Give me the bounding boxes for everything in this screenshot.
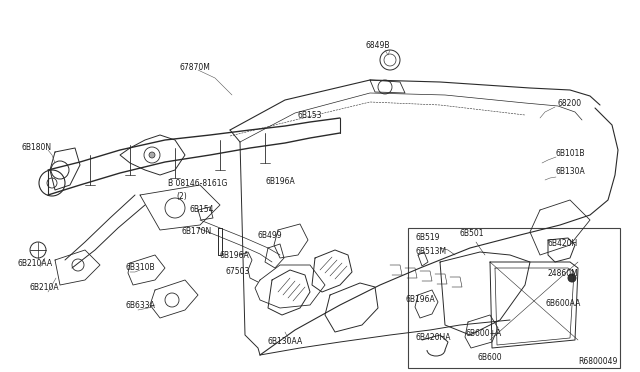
Text: 67870M: 67870M xyxy=(180,62,211,71)
Text: 6B130AA: 6B130AA xyxy=(268,337,303,346)
Text: 67503: 67503 xyxy=(226,267,250,276)
Text: 24860M: 24860M xyxy=(548,269,579,278)
Text: 6B310B: 6B310B xyxy=(126,263,156,273)
Text: 6B154: 6B154 xyxy=(190,205,214,215)
Text: 6B130A: 6B130A xyxy=(556,167,586,176)
Circle shape xyxy=(149,152,155,158)
Text: 6B196A: 6B196A xyxy=(220,251,250,260)
Text: 6B196A: 6B196A xyxy=(405,295,435,305)
Bar xyxy=(408,228,620,368)
Text: 6B101B: 6B101B xyxy=(556,148,586,157)
Text: 6B210AA: 6B210AA xyxy=(18,259,53,267)
Text: 6B501: 6B501 xyxy=(460,230,484,238)
Text: 6B180N: 6B180N xyxy=(22,142,52,151)
Text: 6B499: 6B499 xyxy=(257,231,282,241)
Text: 6B633A: 6B633A xyxy=(125,301,155,311)
Text: 6B170N: 6B170N xyxy=(182,228,212,237)
Text: 6B600: 6B600 xyxy=(477,353,502,362)
Text: 68200: 68200 xyxy=(558,99,582,109)
Circle shape xyxy=(568,274,576,282)
Text: 6B600AA: 6B600AA xyxy=(546,298,581,308)
Text: 6B420H: 6B420H xyxy=(548,240,579,248)
Text: 6B519: 6B519 xyxy=(415,232,440,241)
Text: 6B600+A: 6B600+A xyxy=(466,330,502,339)
Text: 6B210A: 6B210A xyxy=(30,283,60,292)
Text: 6B153: 6B153 xyxy=(298,112,323,121)
Text: 6849B: 6849B xyxy=(365,42,390,51)
Text: 6B513M: 6B513M xyxy=(415,247,446,256)
Text: 6B420HA: 6B420HA xyxy=(415,333,451,341)
Text: B 08146-8161G: B 08146-8161G xyxy=(168,180,227,189)
Text: R6800049: R6800049 xyxy=(579,357,618,366)
Text: 6B196A: 6B196A xyxy=(265,177,295,186)
Text: (2): (2) xyxy=(176,192,187,202)
